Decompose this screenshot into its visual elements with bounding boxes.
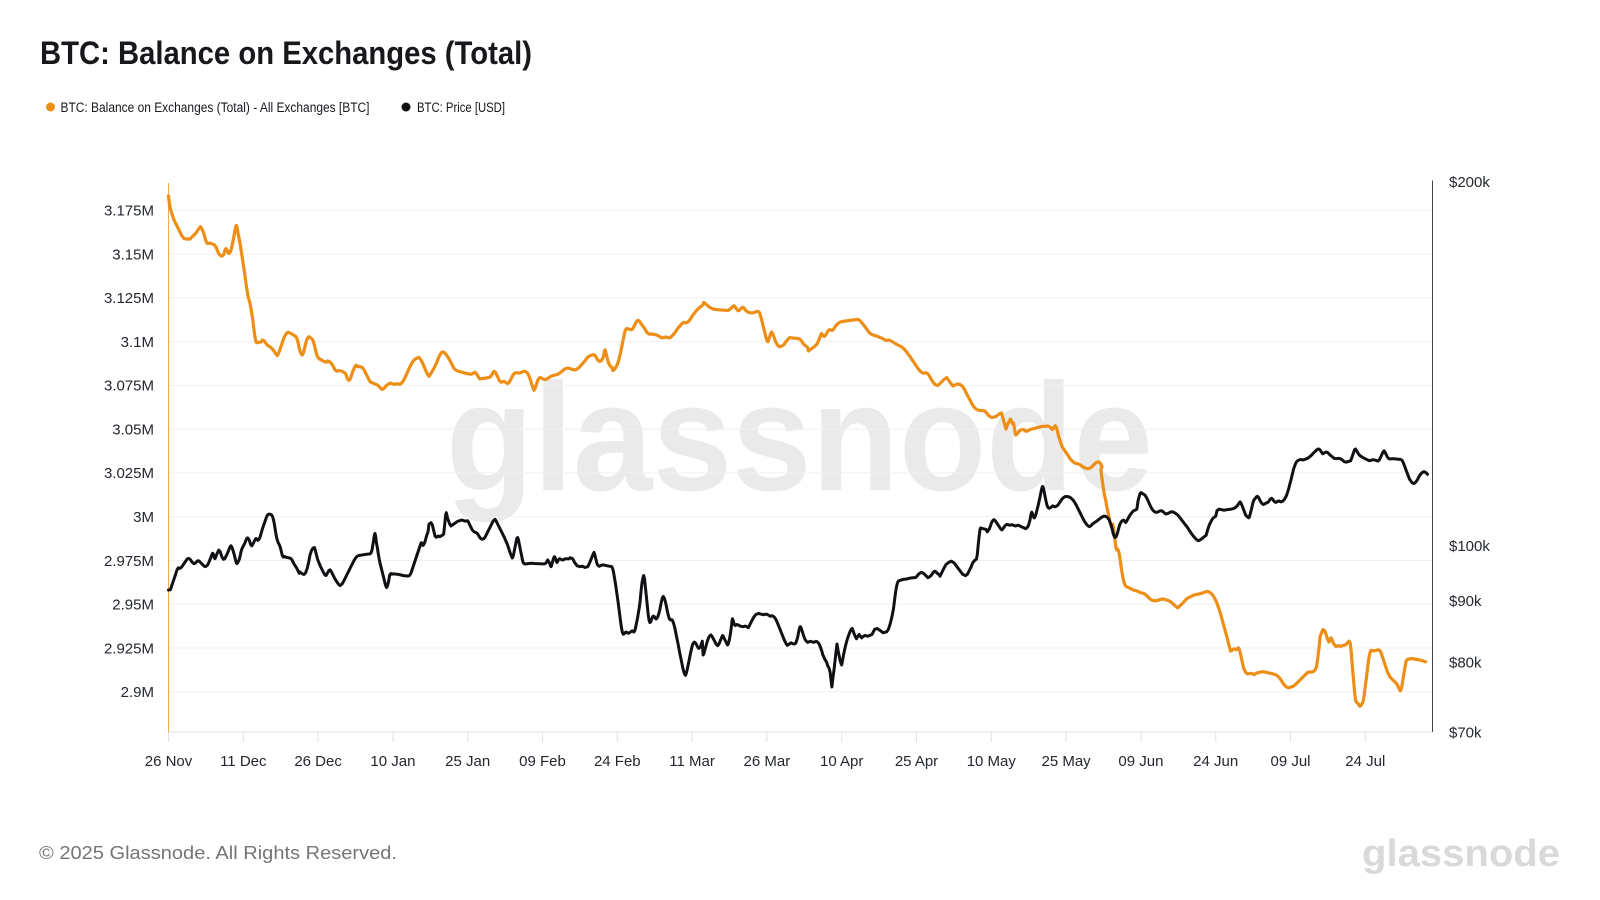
svg-text:24 Feb: 24 Feb xyxy=(594,753,641,770)
svg-text:3.025M: 3.025M xyxy=(104,465,154,482)
svg-text:11 Mar: 11 Mar xyxy=(669,753,715,770)
svg-text:3.15M: 3.15M xyxy=(112,246,154,263)
svg-text:3.05M: 3.05M xyxy=(112,422,154,439)
svg-text:26 Dec: 26 Dec xyxy=(294,753,342,770)
svg-text:26 Nov: 26 Nov xyxy=(145,753,193,770)
svg-text:25 Jan: 25 Jan xyxy=(445,753,490,770)
svg-text:10 May: 10 May xyxy=(967,753,1017,770)
svg-text:BTC: Price [USD]: BTC: Price [USD] xyxy=(417,100,505,115)
svg-text:09 Feb: 09 Feb xyxy=(519,753,566,770)
svg-text:3M: 3M xyxy=(133,509,154,526)
svg-text:BTC: Balance on Exchanges (Tot: BTC: Balance on Exchanges (Total) - All … xyxy=(61,100,370,115)
svg-text:$90k: $90k xyxy=(1449,593,1482,610)
svg-text:26 Mar: 26 Mar xyxy=(744,753,791,770)
svg-text:glassnode: glassnode xyxy=(446,352,1153,523)
svg-text:3.125M: 3.125M xyxy=(104,290,154,307)
svg-text:2.9M: 2.9M xyxy=(121,684,154,701)
svg-text:3.175M: 3.175M xyxy=(104,203,154,220)
svg-text:3.1M: 3.1M xyxy=(121,334,154,351)
svg-text:glassnode: glassnode xyxy=(1362,833,1560,875)
svg-text:10 Apr: 10 Apr xyxy=(820,753,863,770)
svg-text:25 Apr: 25 Apr xyxy=(895,753,938,770)
svg-text:2.925M: 2.925M xyxy=(104,640,154,657)
svg-text:$100k: $100k xyxy=(1449,538,1490,555)
svg-text:$80k: $80k xyxy=(1449,655,1482,672)
svg-text:11 Dec: 11 Dec xyxy=(220,753,267,770)
svg-text:09 Jun: 09 Jun xyxy=(1118,753,1163,770)
svg-text:24 Jun: 24 Jun xyxy=(1193,753,1238,770)
svg-text:$70k: $70k xyxy=(1449,725,1482,742)
svg-text:24 Jul: 24 Jul xyxy=(1345,753,1385,770)
svg-text:25 May: 25 May xyxy=(1041,753,1091,770)
svg-text:2.975M: 2.975M xyxy=(104,553,154,570)
svg-text:BTC: Balance on Exchanges (Tot: BTC: Balance on Exchanges (Total) xyxy=(40,35,532,71)
svg-text:3.075M: 3.075M xyxy=(104,378,154,395)
svg-text:© 2025 Glassnode. All Rights R: © 2025 Glassnode. All Rights Reserved. xyxy=(39,843,397,863)
svg-text:$200k: $200k xyxy=(1449,174,1490,191)
svg-text:2.95M: 2.95M xyxy=(112,597,154,614)
svg-text:09 Jul: 09 Jul xyxy=(1270,753,1310,770)
svg-text:10 Jan: 10 Jan xyxy=(370,753,415,770)
